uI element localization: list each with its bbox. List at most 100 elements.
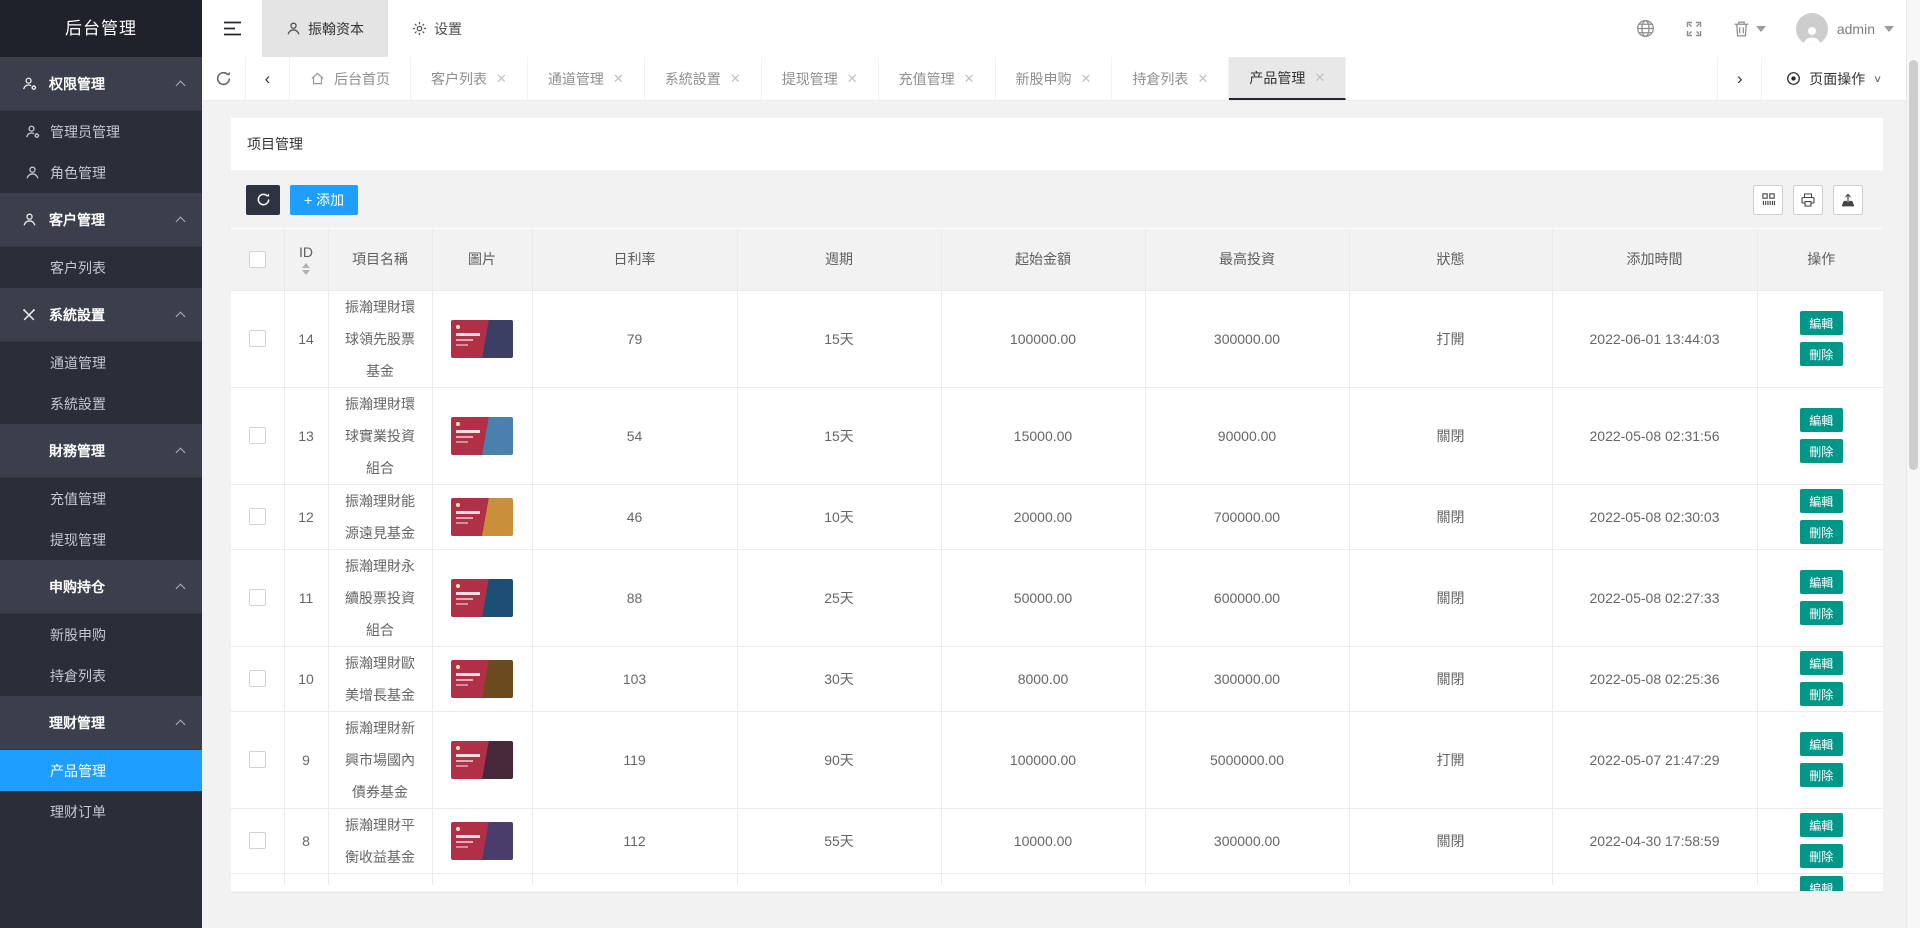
fullscreen-icon[interactable] — [1685, 20, 1703, 38]
row-checkbox[interactable] — [248, 508, 266, 526]
sidebar-group-2[interactable]: 系統設置 — [0, 288, 202, 342]
table-row: 8 振瀚理財平衡收益基金 112 55天 10000.00 300000.00 關閉 2022… — [231, 808, 1883, 874]
user-menu[interactable]: admin — [1795, 12, 1894, 45]
edit-button[interactable]: 編輯 — [1799, 570, 1843, 594]
tab-6[interactable]: 新股申购 ✕ — [996, 57, 1113, 100]
delete-button[interactable]: 刪除 — [1799, 844, 1843, 868]
language-globe-icon[interactable] — [1636, 19, 1655, 38]
scroll-tabs-right-icon[interactable]: › — [1717, 57, 1761, 100]
sidebar-item-label: 系統設置 — [50, 395, 106, 412]
row-checkbox[interactable] — [248, 427, 266, 445]
row-checkbox[interactable] — [248, 330, 266, 348]
close-icon[interactable]: ✕ — [1314, 69, 1326, 85]
delete-button[interactable]: 刪除 — [1799, 342, 1843, 366]
clear-cache-control[interactable] — [1733, 20, 1766, 38]
edit-button[interactable]: 編輯 — [1799, 813, 1843, 837]
print-icon[interactable] — [1793, 184, 1823, 215]
topnav-tab-label: 振翰资本 — [308, 20, 364, 37]
cell-time: 2022-05-08 02:30:03 — [1552, 484, 1758, 550]
user-gear-icon — [25, 124, 42, 139]
cell-id: 13 — [284, 387, 329, 485]
close-icon[interactable]: ✕ — [1080, 70, 1092, 86]
sidebar-item-5-0[interactable]: 产品管理 — [0, 750, 202, 791]
edit-button[interactable]: 編輯 — [1799, 489, 1843, 513]
tab-4[interactable]: 提现管理 ✕ — [762, 57, 879, 100]
tab-0[interactable]: 后台首页 — [290, 57, 411, 100]
sidebar-item-3-1[interactable]: 提现管理 — [0, 519, 202, 560]
tab-5[interactable]: 充值管理 ✕ — [879, 57, 996, 100]
sidebar-group-label: 財務管理 — [49, 442, 105, 459]
edit-button[interactable]: 編輯 — [1799, 732, 1843, 756]
cell-period: 30天 — [737, 646, 942, 712]
sidebar-group-0[interactable]: 权限管理 — [0, 57, 202, 111]
delete-button[interactable]: 刪除 — [1799, 682, 1843, 706]
edit-button[interactable]: 編輯 — [1799, 311, 1843, 335]
sidebar-menu: 权限管理 管理员管理 角色管理 客户管理 客户列表 系統設置 通道管理 系統設置 財務管理 充值管… — [0, 57, 202, 832]
sidebar-group-label: 客户管理 — [49, 211, 105, 228]
sidebar-item-4-0[interactable]: 新股申购 — [0, 614, 202, 655]
close-icon[interactable]: ✕ — [729, 70, 741, 86]
row-checkbox[interactable] — [248, 589, 266, 607]
sidebar-item-3-0[interactable]: 充值管理 — [0, 478, 202, 519]
user-icon — [286, 21, 301, 36]
close-icon[interactable]: ✕ — [1197, 70, 1209, 86]
sidebar-item-0-0[interactable]: 管理员管理 — [0, 111, 202, 152]
export-icon[interactable] — [1833, 184, 1863, 215]
delete-button[interactable]: 刪除 — [1799, 439, 1843, 463]
scroll-tabs-left-icon[interactable]: ‹ — [246, 57, 290, 100]
add-button[interactable]: + 添加 — [290, 184, 359, 215]
avatar — [1795, 12, 1828, 45]
topnav-tab-1[interactable]: 设置 — [388, 0, 486, 57]
select-all-checkbox[interactable] — [248, 251, 266, 269]
delete-button[interactable]: 刪除 — [1799, 520, 1843, 544]
sidebar-group-1[interactable]: 客户管理 — [0, 193, 202, 247]
columns-filter-icon[interactable] — [1753, 184, 1783, 215]
edit-button[interactable]: 編輯 — [1799, 408, 1843, 432]
sidebar-item-2-1[interactable]: 系統設置 — [0, 383, 202, 424]
cell-min-amount: 8000.00 — [941, 646, 1146, 712]
close-icon[interactable]: ✕ — [612, 70, 624, 86]
cell-rate: 112 — [532, 808, 738, 874]
sort-icons[interactable] — [302, 262, 310, 275]
tab-label: 通道管理 — [547, 70, 604, 87]
tab-1[interactable]: 客户列表 ✕ — [411, 57, 528, 100]
tab-8[interactable]: 产品管理 ✕ — [1229, 57, 1347, 100]
tab-2[interactable]: 通道管理 ✕ — [528, 57, 645, 100]
sidebar-item-5-1[interactable]: 理财订单 — [0, 791, 202, 832]
close-icon[interactable]: ✕ — [963, 70, 975, 86]
refresh-table-button[interactable] — [246, 184, 280, 215]
sidebar-toggle-icon[interactable] — [202, 0, 262, 57]
close-icon[interactable]: ✕ — [846, 70, 858, 86]
sidebar-item-label: 客户列表 — [50, 259, 106, 276]
chevron-up-icon — [175, 719, 186, 729]
refresh-tab-icon[interactable] — [202, 57, 246, 100]
scrollbar-thumb[interactable] — [1909, 60, 1918, 470]
sidebar-item-1-0[interactable]: 客户列表 — [0, 247, 202, 288]
sidebar-item-label: 提现管理 — [50, 531, 106, 548]
tab-7[interactable]: 持倉列表 ✕ — [1112, 57, 1230, 100]
close-icon[interactable]: ✕ — [496, 70, 507, 86]
delete-button[interactable]: 刪除 — [1799, 763, 1843, 787]
topnav-tab-0[interactable]: 振翰资本 — [262, 0, 388, 57]
cell-time: 2022-06-01 13:44:03 — [1552, 290, 1758, 388]
sidebar-group-4[interactable]: 申购持仓 — [0, 560, 202, 614]
edit-button[interactable]: 編輯 — [1799, 651, 1843, 675]
row-checkbox[interactable] — [248, 670, 266, 688]
sidebar-item-4-1[interactable]: 持倉列表 — [0, 655, 202, 696]
cell-image — [432, 387, 533, 485]
edit-button[interactable]: 編輯 — [1799, 876, 1843, 891]
sidebar-group-5[interactable]: 理财管理 — [0, 696, 202, 750]
delete-button[interactable]: 刪除 — [1799, 601, 1843, 625]
sidebar-item-0-1[interactable]: 角色管理 — [0, 152, 202, 193]
row-checkbox[interactable] — [248, 751, 266, 769]
row-checkbox[interactable] — [248, 832, 266, 850]
sidebar-group-3[interactable]: 財務管理 — [0, 424, 202, 478]
cell-max-amount: 300000.00 — [1145, 290, 1350, 388]
cell-status: 關閉 — [1349, 387, 1553, 485]
table-row: 11 振瀚理財永續股票投資組合 88 25天 50000.00 600000.00 關閉 20… — [231, 549, 1883, 647]
tab-3[interactable]: 系統設置 ✕ — [645, 57, 762, 100]
sidebar-item-2-0[interactable]: 通道管理 — [0, 342, 202, 383]
topnav-tabs: 振翰资本 设置 — [262, 0, 486, 57]
col-header-id[interactable]: ID — [284, 229, 329, 291]
page-actions-dropdown[interactable]: 页面操作 ∨ — [1761, 57, 1906, 100]
